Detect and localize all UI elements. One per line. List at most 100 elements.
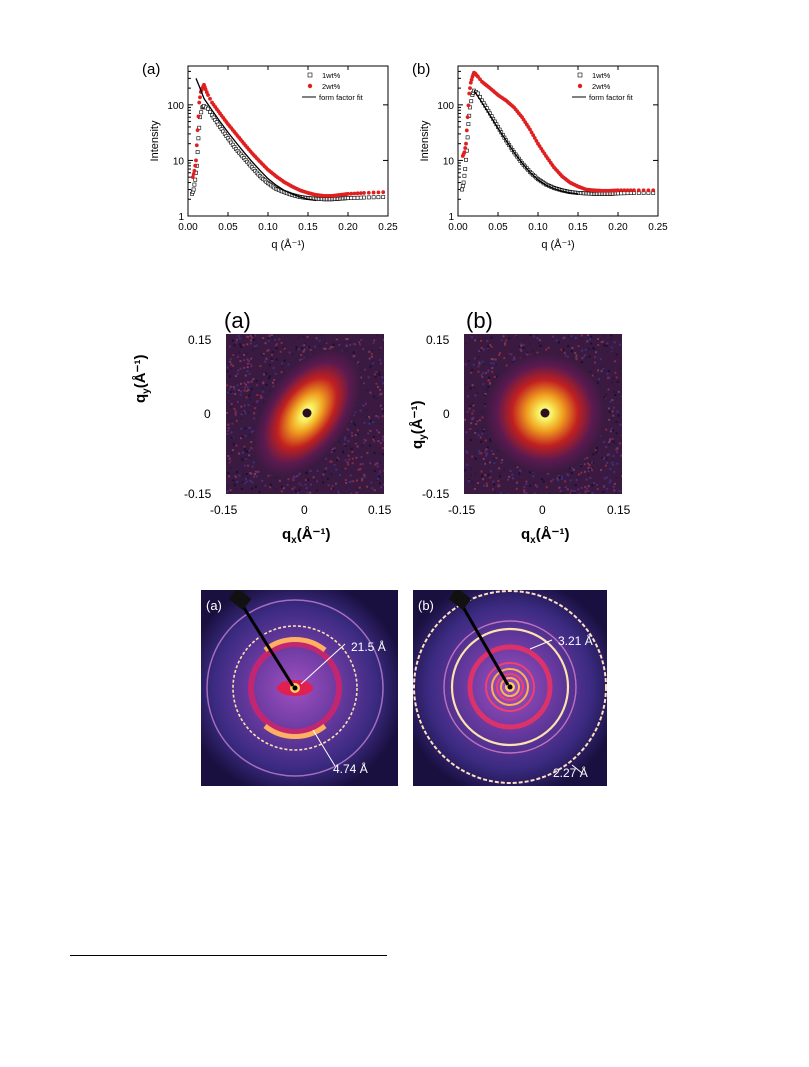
y-tick-label: 10 xyxy=(173,156,185,167)
plot-frame xyxy=(187,65,389,217)
data-point-1wt xyxy=(462,173,467,178)
noise-speckle xyxy=(291,353,294,356)
noise-speckle xyxy=(535,334,538,337)
noise-speckle xyxy=(518,472,521,475)
noise-speckle xyxy=(351,450,354,453)
fig2-label-a: (a) xyxy=(224,308,251,333)
noise-speckle xyxy=(613,341,616,344)
noise-speckle xyxy=(597,369,600,372)
noise-speckle xyxy=(349,474,352,477)
noise-speckle xyxy=(244,383,247,386)
noise-speckle xyxy=(369,391,372,394)
noise-speckle xyxy=(480,410,483,413)
noise-speckle xyxy=(591,469,594,472)
noise-speckle xyxy=(253,417,256,420)
noise-speckle xyxy=(495,363,498,366)
noise-speckle xyxy=(489,450,492,453)
noise-speckle xyxy=(347,463,350,466)
noise-speckle xyxy=(232,364,235,367)
noise-speckle xyxy=(352,480,355,483)
noise-speckle xyxy=(368,357,371,360)
noise-speckle xyxy=(600,370,603,373)
noise-speckle xyxy=(226,484,229,487)
data-point-2wt xyxy=(534,138,539,143)
noise-speckle xyxy=(609,479,612,482)
data-point-2wt xyxy=(619,188,624,193)
noise-speckle xyxy=(230,431,233,434)
noise-speckle xyxy=(333,447,336,450)
noise-speckle xyxy=(231,451,234,454)
noise-speckle xyxy=(532,475,535,478)
noise-speckle xyxy=(338,440,341,443)
noise-speckle xyxy=(324,467,327,470)
noise-speckle xyxy=(520,343,523,346)
noise-speckle xyxy=(503,357,506,360)
noise-speckle xyxy=(497,483,500,486)
fig2b-xtick: 0.15 xyxy=(607,503,631,517)
noise-speckle xyxy=(471,481,474,484)
fig2b-xlabel: qx(Å⁻¹) xyxy=(521,526,570,546)
noise-speckle xyxy=(594,449,597,452)
data-point-2wt xyxy=(198,95,202,100)
data-point-2wt xyxy=(352,191,357,196)
noise-speckle xyxy=(477,370,480,373)
noise-speckle xyxy=(613,482,616,485)
noise-speckle xyxy=(606,461,609,464)
noise-speckle xyxy=(293,474,296,477)
noise-speckle xyxy=(323,341,326,344)
noise-speckle xyxy=(231,422,234,425)
noise-speckle xyxy=(325,342,328,345)
noise-speckle xyxy=(315,337,318,340)
noise-speckle xyxy=(361,477,364,480)
noise-speckle xyxy=(379,482,382,485)
noise-speckle xyxy=(252,334,255,337)
footnote-rule xyxy=(70,955,387,956)
noise-speckle xyxy=(262,400,265,403)
noise-speckle xyxy=(251,357,254,360)
noise-speckle xyxy=(532,493,535,494)
data-point-2wt xyxy=(206,93,210,97)
noise-speckle xyxy=(234,414,237,417)
noise-speckle xyxy=(331,484,334,487)
noise-speckle xyxy=(491,370,494,373)
noise-speckle xyxy=(469,405,472,408)
noise-speckle xyxy=(488,382,491,385)
noise-speckle xyxy=(275,343,278,346)
noise-speckle xyxy=(366,451,369,454)
annotation-2-27: 2.27 Å xyxy=(553,766,588,780)
noise-speckle xyxy=(512,359,515,362)
noise-speckle xyxy=(583,470,586,473)
noise-speckle xyxy=(248,381,251,384)
noise-speckle xyxy=(235,476,238,479)
noise-speckle xyxy=(609,468,612,471)
noise-speckle xyxy=(472,409,475,412)
noise-speckle xyxy=(234,410,237,413)
noise-speckle xyxy=(296,475,299,478)
noise-speckle xyxy=(571,467,574,470)
noise-speckle xyxy=(324,347,327,350)
noise-speckle xyxy=(482,348,485,351)
fig2a-ylabel: qy(Å⁻¹) xyxy=(132,354,152,403)
noise-speckle xyxy=(383,338,384,341)
noise-speckle xyxy=(581,349,584,352)
noise-speckle xyxy=(536,337,539,340)
noise-speckle xyxy=(259,394,262,397)
noise-speckle xyxy=(272,386,275,389)
noise-speckle xyxy=(475,357,478,360)
noise-speckle xyxy=(249,391,252,394)
noise-speckle xyxy=(597,344,600,347)
noise-speckle xyxy=(584,348,587,351)
noise-speckle xyxy=(357,363,360,366)
noise-speckle xyxy=(596,488,599,491)
noise-speckle xyxy=(278,479,281,482)
noise-speckle xyxy=(245,472,248,475)
data-point-1wt xyxy=(376,195,381,200)
noise-speckle xyxy=(270,357,273,360)
noise-speckle xyxy=(309,491,312,494)
noise-speckle xyxy=(473,386,476,389)
noise-speckle xyxy=(241,487,244,490)
noise-speckle xyxy=(239,393,242,396)
noise-speckle xyxy=(229,360,232,363)
noise-speckle xyxy=(360,338,363,341)
noise-speckle xyxy=(480,440,483,443)
